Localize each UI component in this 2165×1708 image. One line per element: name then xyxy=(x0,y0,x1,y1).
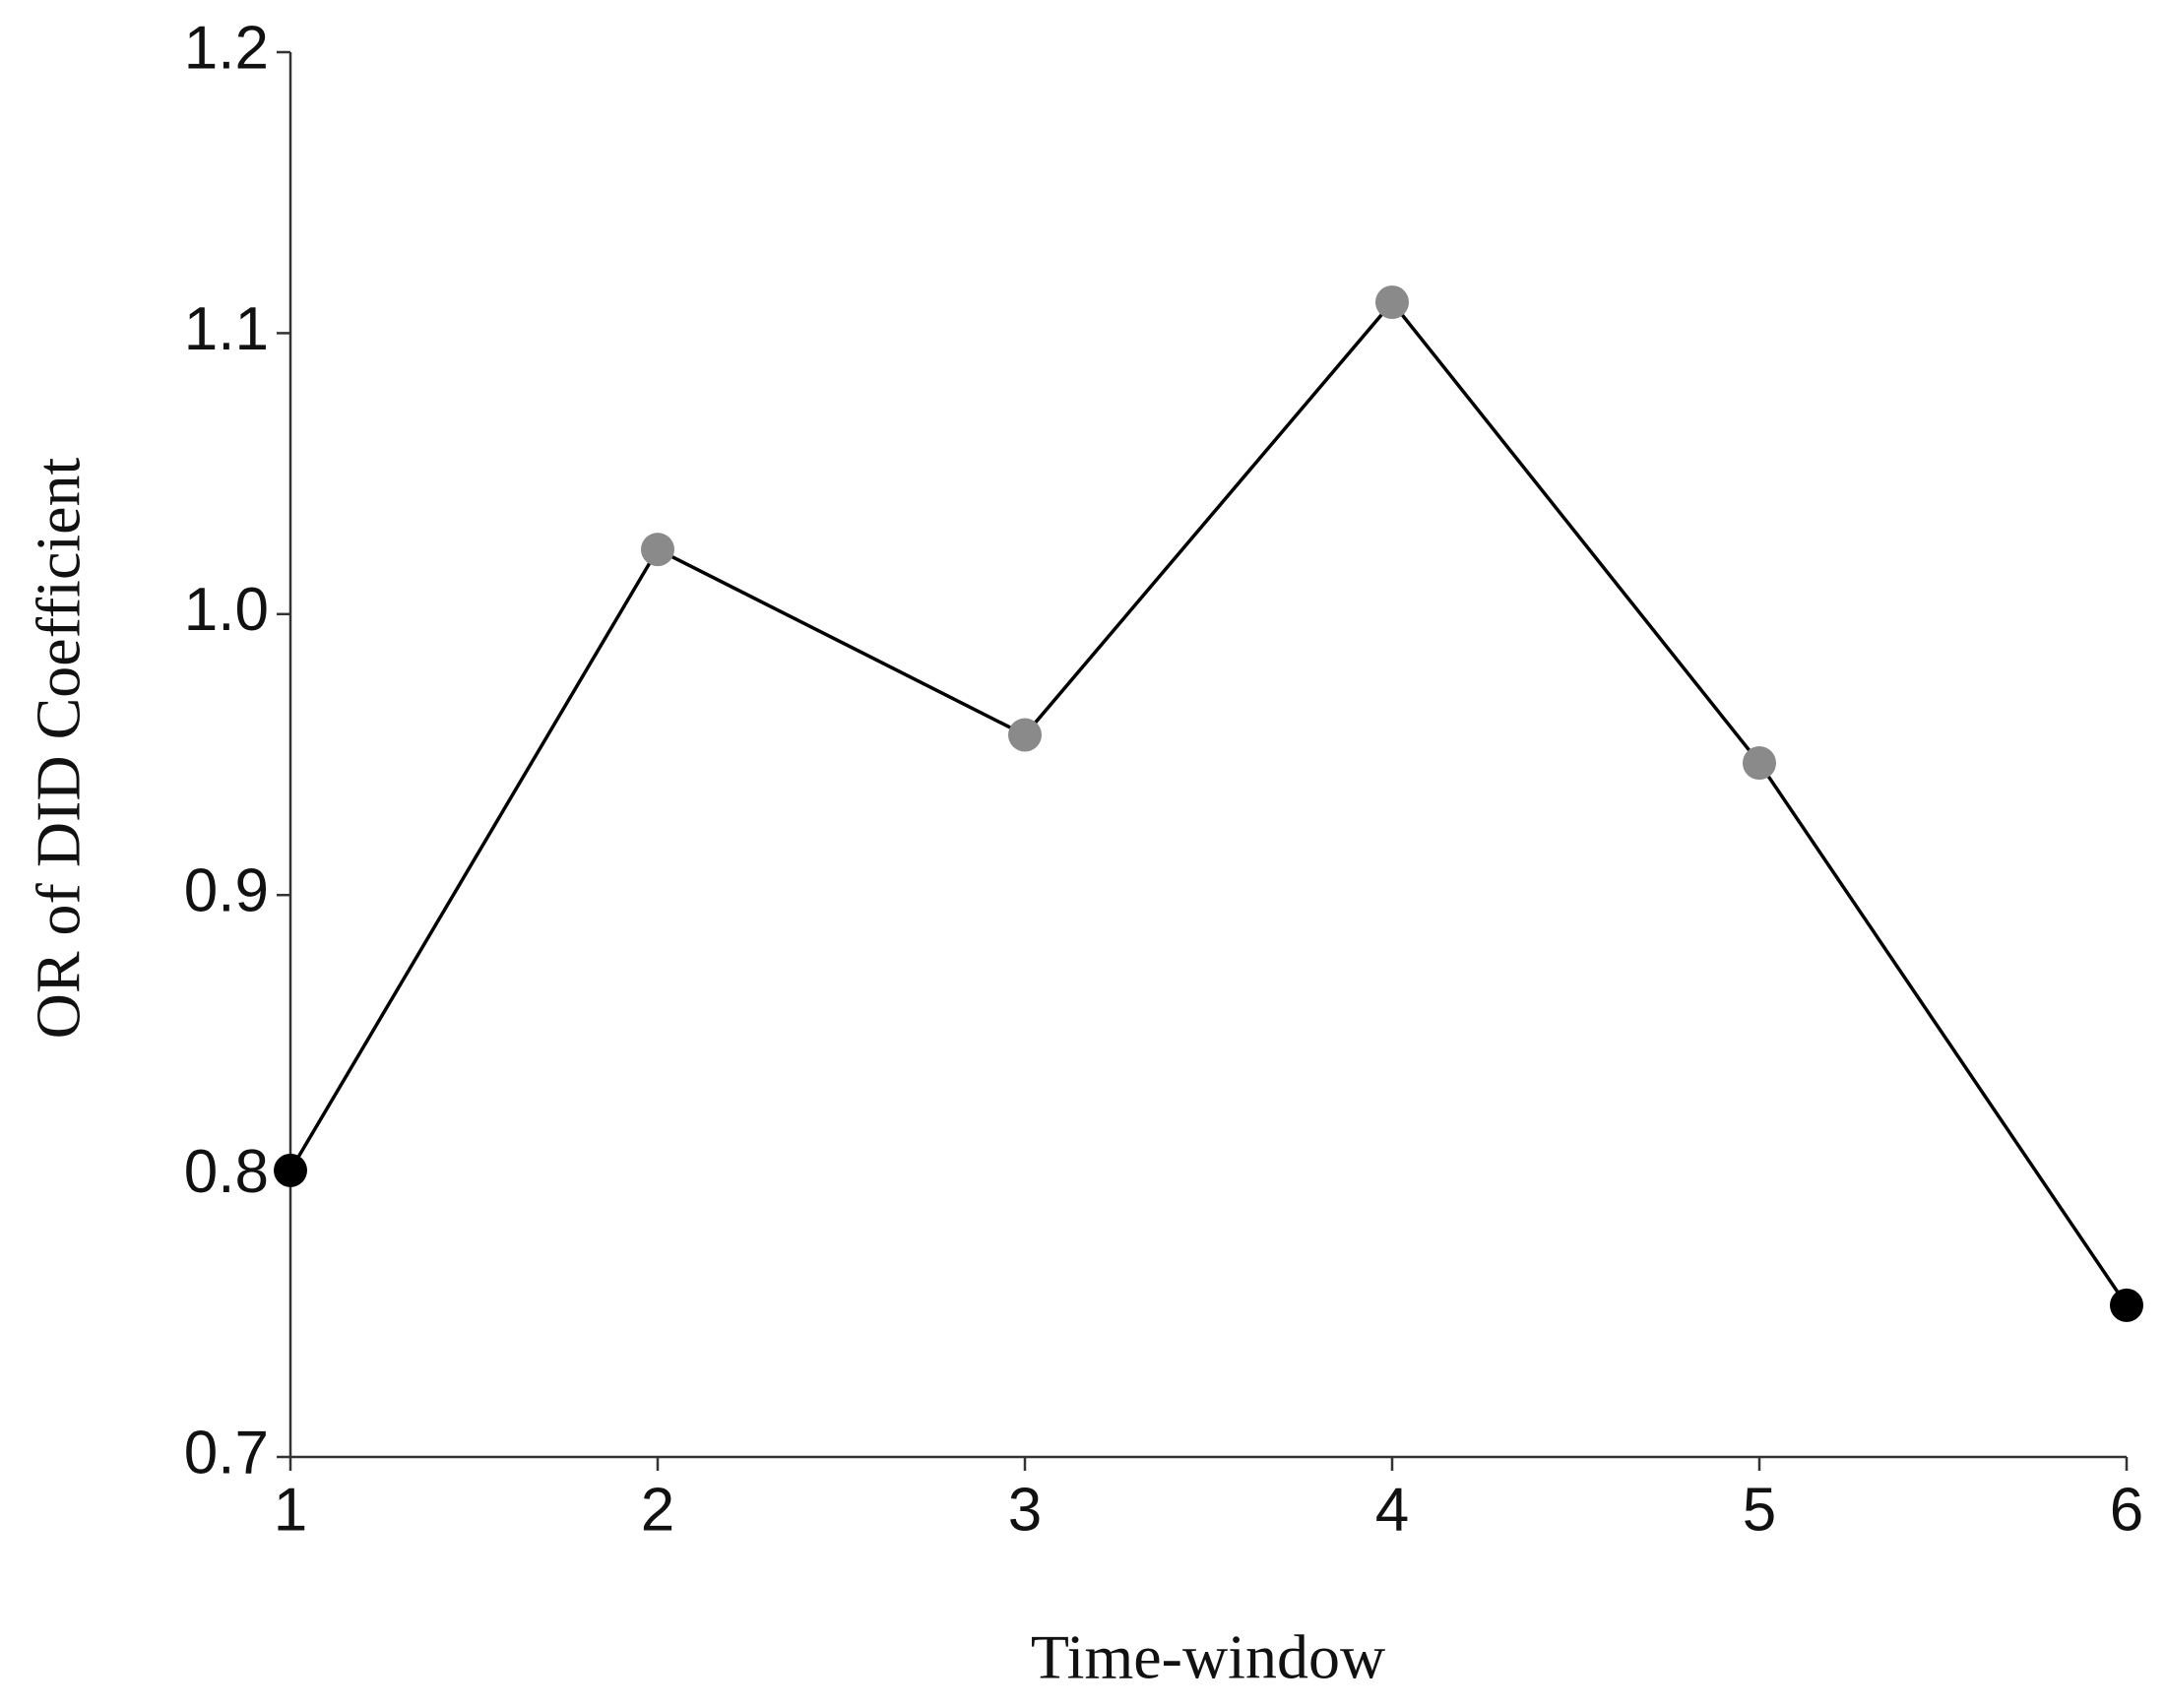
y-tick-label: 0.9 xyxy=(184,857,269,925)
y-tick-label: 1.0 xyxy=(184,576,269,644)
y-axis-title: OR of DID Coefficient xyxy=(24,457,94,1039)
point xyxy=(641,533,674,567)
line xyxy=(288,299,2129,1306)
y-tick-label: 0.7 xyxy=(184,1419,269,1487)
x-tick-label: 4 xyxy=(1375,1476,1409,1544)
y-tick-label: 1.2 xyxy=(184,14,269,82)
point xyxy=(274,1153,307,1187)
point xyxy=(2110,1288,2143,1322)
y-tick-label: 0.8 xyxy=(184,1138,269,1206)
x-tick-label: 5 xyxy=(1743,1476,1776,1544)
x-tick-label: 1 xyxy=(274,1476,307,1544)
x-tick-label: 3 xyxy=(1008,1476,1042,1544)
point xyxy=(1375,285,1409,320)
x-tick-label: 2 xyxy=(641,1476,674,1544)
x-axis-title: Time-window xyxy=(1031,1622,1385,1692)
x-tick-label: 6 xyxy=(2110,1476,2143,1544)
point xyxy=(1743,746,1776,781)
point xyxy=(1008,718,1042,752)
y-tick-label: 1.1 xyxy=(184,295,269,363)
